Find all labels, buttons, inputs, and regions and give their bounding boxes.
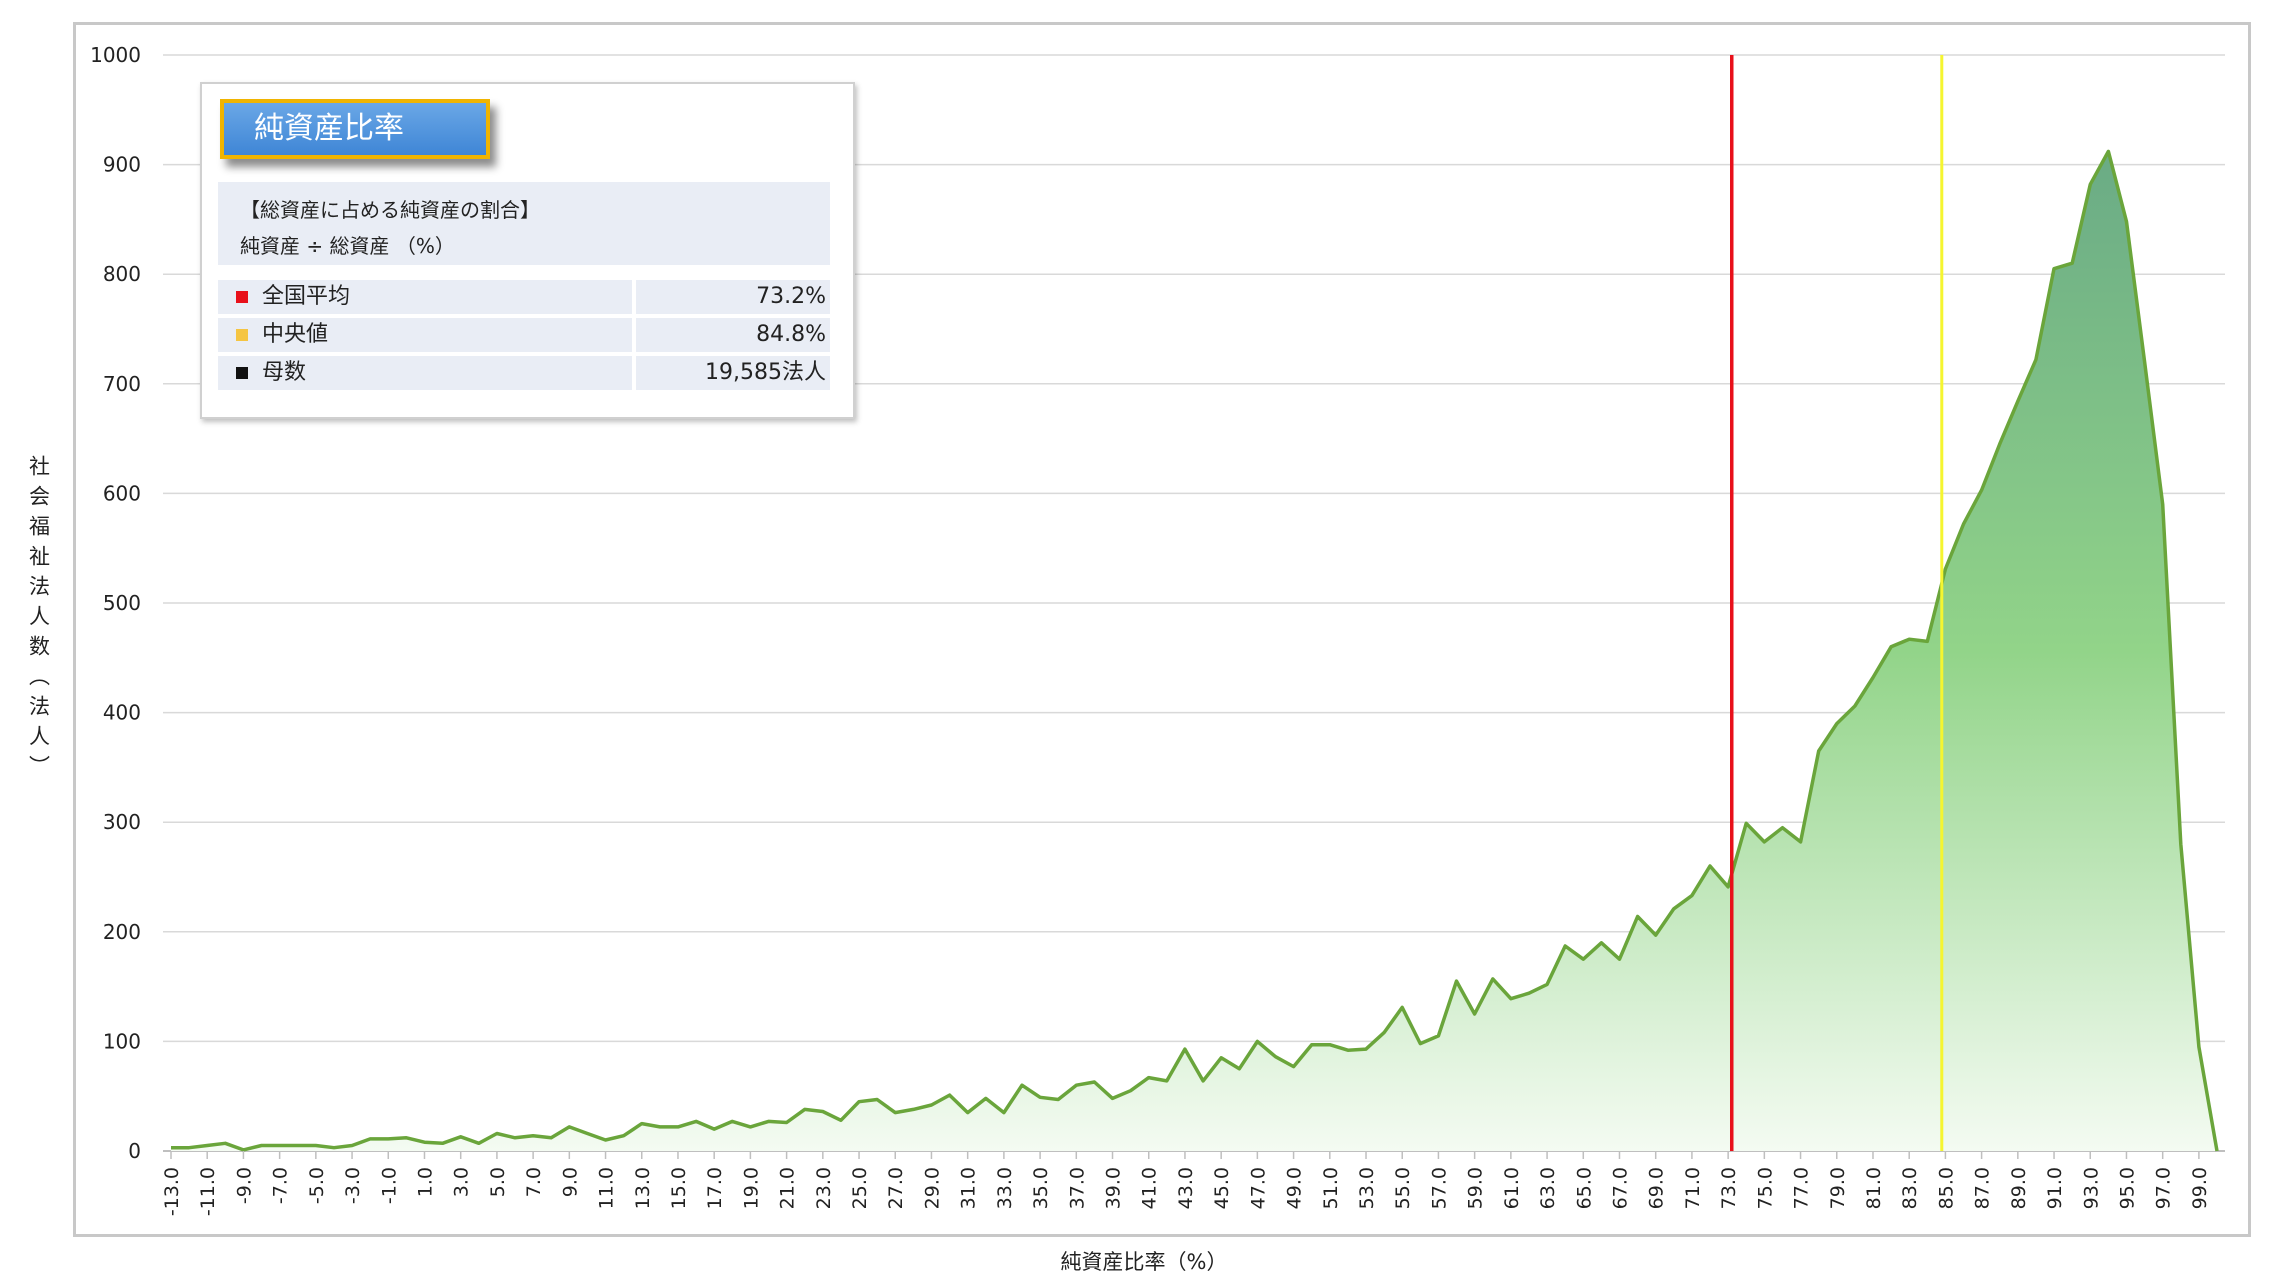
x-tick-label: -7.0 xyxy=(270,1167,292,1204)
x-tick-label: 17.0 xyxy=(704,1167,726,1209)
x-tick-label: -13.0 xyxy=(161,1167,183,1216)
y-tick-label: 500 xyxy=(103,591,141,615)
info-row-mean-value: 73.2% xyxy=(636,280,830,314)
x-tick-label: 15.0 xyxy=(668,1167,690,1209)
count-marker-icon xyxy=(236,367,248,379)
x-tick-label: 13.0 xyxy=(632,1167,654,1209)
y-tick-label: 900 xyxy=(103,153,141,177)
x-tick-label: -9.0 xyxy=(233,1167,255,1204)
mean-marker-icon xyxy=(236,291,248,303)
x-tick-label: 57.0 xyxy=(1428,1167,1450,1209)
y-tick-label: 200 xyxy=(103,920,141,944)
x-tick-label: 55.0 xyxy=(1392,1167,1414,1209)
series-area xyxy=(171,151,2217,1151)
x-tick-label: 3.0 xyxy=(451,1167,473,1197)
info-row-count-value: 19,585法人 xyxy=(636,356,830,390)
x-tick-label: -3.0 xyxy=(342,1167,364,1204)
x-tick-label: 77.0 xyxy=(1791,1167,1813,1209)
x-tick-label: 9.0 xyxy=(559,1167,581,1197)
info-desc-line1: 【総資産に占める純資産の割合】 xyxy=(240,198,540,222)
x-tick-label: 21.0 xyxy=(777,1167,799,1209)
x-tick-label: 73.0 xyxy=(1718,1167,1740,1209)
x-tick-label: -11.0 xyxy=(197,1167,219,1216)
info-row-mean: 全国平均 73.2% xyxy=(218,280,830,314)
x-tick-label: 83.0 xyxy=(1899,1167,1921,1209)
info-row-mean-label: 全国平均 xyxy=(218,280,632,314)
x-tick-label: 69.0 xyxy=(1646,1167,1668,1209)
x-tick-label: 85.0 xyxy=(1935,1167,1957,1209)
x-tick-label: 81.0 xyxy=(1863,1167,1885,1209)
x-tick-label: 89.0 xyxy=(2008,1167,2030,1209)
x-tick-label: 65.0 xyxy=(1573,1167,1595,1209)
info-desc-line2: 純資産 ÷ 総資産 （%） xyxy=(240,234,455,258)
y-tick-label: 100 xyxy=(103,1029,141,1053)
x-tick-label: 79.0 xyxy=(1827,1167,1849,1209)
x-axis-label: 純資産比率（%） xyxy=(1060,1250,1228,1274)
x-tick-label: 51.0 xyxy=(1320,1167,1342,1209)
x-tick-label: 47.0 xyxy=(1247,1167,1269,1209)
info-row-count: 母数 19,585法人 xyxy=(218,356,830,390)
y-tick-label: 0 xyxy=(128,1139,141,1163)
x-tick-label: 45.0 xyxy=(1211,1167,1233,1209)
x-tick-label: 93.0 xyxy=(2080,1167,2102,1209)
x-tick-label: 19.0 xyxy=(740,1167,762,1209)
x-tick-label: 95.0 xyxy=(2116,1167,2138,1209)
x-tick-label: -5.0 xyxy=(306,1167,328,1204)
info-row-median-value: 84.8% xyxy=(636,318,830,352)
y-axis-label: 社会福祉法人数（法人） xyxy=(22,455,52,795)
x-tick-label: 63.0 xyxy=(1537,1167,1559,1209)
info-row-median: 中央値 84.8% xyxy=(218,318,830,352)
y-tick-label: 700 xyxy=(103,372,141,396)
x-tick-label: 31.0 xyxy=(958,1167,980,1209)
x-tick-label: 41.0 xyxy=(1139,1167,1161,1209)
x-tick-label: 7.0 xyxy=(523,1167,545,1197)
x-tick-label: 99.0 xyxy=(2189,1167,2211,1209)
x-tick-label: 53.0 xyxy=(1356,1167,1378,1209)
x-tick-label: 91.0 xyxy=(2044,1167,2066,1209)
x-tick-label: 49.0 xyxy=(1284,1167,1306,1209)
x-tick-label: 29.0 xyxy=(921,1167,943,1209)
median-marker-icon xyxy=(236,329,248,341)
x-tick-label: 1.0 xyxy=(414,1167,436,1197)
info-row-median-label: 中央値 xyxy=(218,318,632,352)
y-tick-label: 400 xyxy=(103,701,141,725)
y-axis-label-text: 社会福祉法人数（法人） xyxy=(26,455,51,785)
x-tick-label: 59.0 xyxy=(1465,1167,1487,1209)
x-tick-label: 67.0 xyxy=(1609,1167,1631,1209)
x-tick-label: 97.0 xyxy=(2153,1167,2175,1209)
x-tick-label: 75.0 xyxy=(1754,1167,1776,1209)
x-tick-label: 5.0 xyxy=(487,1167,509,1197)
x-tick-label: 25.0 xyxy=(849,1167,871,1209)
info-box: 純資産比率 【総資産に占める純資産の割合】 純資産 ÷ 総資産 （%） 全国平均… xyxy=(200,82,855,419)
x-tick-label: 43.0 xyxy=(1175,1167,1197,1209)
info-description: 【総資産に占める純資産の割合】 純資産 ÷ 総資産 （%） xyxy=(218,182,830,265)
info-title: 純資産比率 xyxy=(220,99,490,159)
x-tick-label: 27.0 xyxy=(885,1167,907,1209)
x-tick-label: 23.0 xyxy=(813,1167,835,1209)
y-tick-label: 1000 xyxy=(90,43,141,67)
x-tick-label: 35.0 xyxy=(1030,1167,1052,1209)
x-tick-label: 87.0 xyxy=(1972,1167,1994,1209)
info-row-count-label: 母数 xyxy=(218,356,632,390)
x-tick-label: 71.0 xyxy=(1682,1167,1704,1209)
x-tick-label: 39.0 xyxy=(1103,1167,1125,1209)
y-tick-label: 300 xyxy=(103,810,141,834)
x-tick-label: 33.0 xyxy=(994,1167,1016,1209)
x-tick-label: 11.0 xyxy=(596,1167,618,1209)
y-tick-label: 600 xyxy=(103,481,141,505)
x-tick-label: 37.0 xyxy=(1066,1167,1088,1209)
x-tick-label: -1.0 xyxy=(378,1167,400,1204)
series-line xyxy=(171,149,2219,1152)
y-tick-label: 800 xyxy=(103,262,141,286)
x-tick-label: 61.0 xyxy=(1501,1167,1523,1209)
